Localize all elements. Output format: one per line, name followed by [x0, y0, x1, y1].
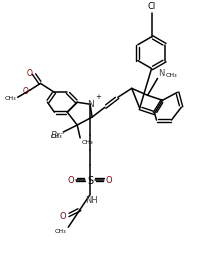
Text: Cl: Cl: [147, 2, 155, 11]
Text: O: O: [105, 176, 112, 184]
Text: NH: NH: [84, 196, 97, 205]
Text: O: O: [27, 69, 32, 78]
Text: S: S: [87, 175, 93, 185]
Text: CH₃: CH₃: [54, 228, 66, 233]
Text: CH₃: CH₃: [5, 96, 17, 100]
Text: O: O: [59, 211, 66, 220]
Text: CH₃: CH₃: [81, 139, 92, 144]
Text: Br⁻: Br⁻: [51, 131, 65, 140]
Text: O: O: [23, 87, 28, 96]
Text: O: O: [67, 176, 74, 184]
Text: N: N: [86, 99, 93, 108]
Text: CH₃: CH₃: [50, 133, 62, 138]
Text: +: +: [95, 94, 100, 100]
Text: CH₃: CH₃: [165, 73, 176, 78]
Text: N: N: [158, 69, 164, 78]
